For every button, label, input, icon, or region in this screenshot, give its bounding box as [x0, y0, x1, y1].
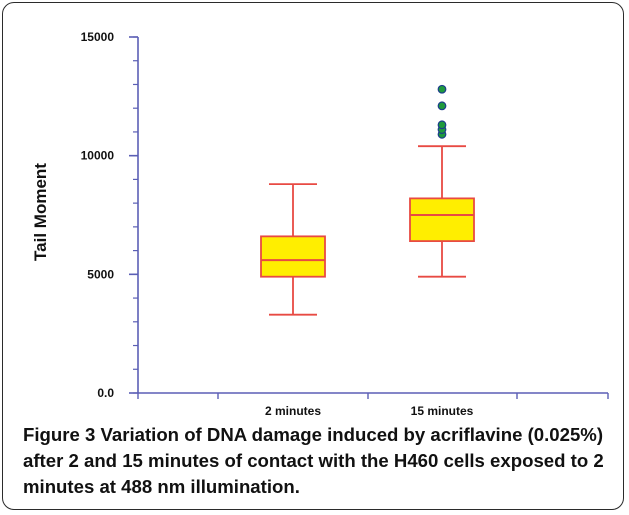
- x-tick-label: 15 minutes: [411, 404, 474, 418]
- box-2: [409, 84, 475, 278]
- iqr-box: [409, 197, 475, 243]
- outlier-point: [437, 120, 447, 130]
- outlier-point: [437, 101, 447, 111]
- y-axis: 0.0 5000 10000 15000: [81, 30, 139, 400]
- box-1: [260, 183, 326, 316]
- figure-caption-text: Variation of DNA damage induced by acrif…: [23, 424, 604, 497]
- x-tick-label: 2 minutes: [265, 404, 321, 418]
- y-axis-title: Tail Moment: [31, 163, 50, 261]
- figure-caption: Figure 3 Variation of DNA damage induced…: [23, 422, 608, 500]
- y-tick-label: 10000: [81, 149, 115, 163]
- iqr-box: [260, 235, 326, 278]
- box-plot: 0.0 5000 10000 15000 2 minutes 15 minutes Ta…: [31, 30, 609, 418]
- x-axis: 2 minutes 15 minutes: [137, 392, 609, 418]
- figure-label: Figure 3: [23, 424, 96, 445]
- box-series: [260, 84, 475, 316]
- outlier-point: [437, 84, 447, 94]
- y-tick-label: 5000: [87, 267, 114, 281]
- y-tick-label: 15000: [81, 30, 115, 44]
- y-tick-label: 0.0: [97, 386, 114, 400]
